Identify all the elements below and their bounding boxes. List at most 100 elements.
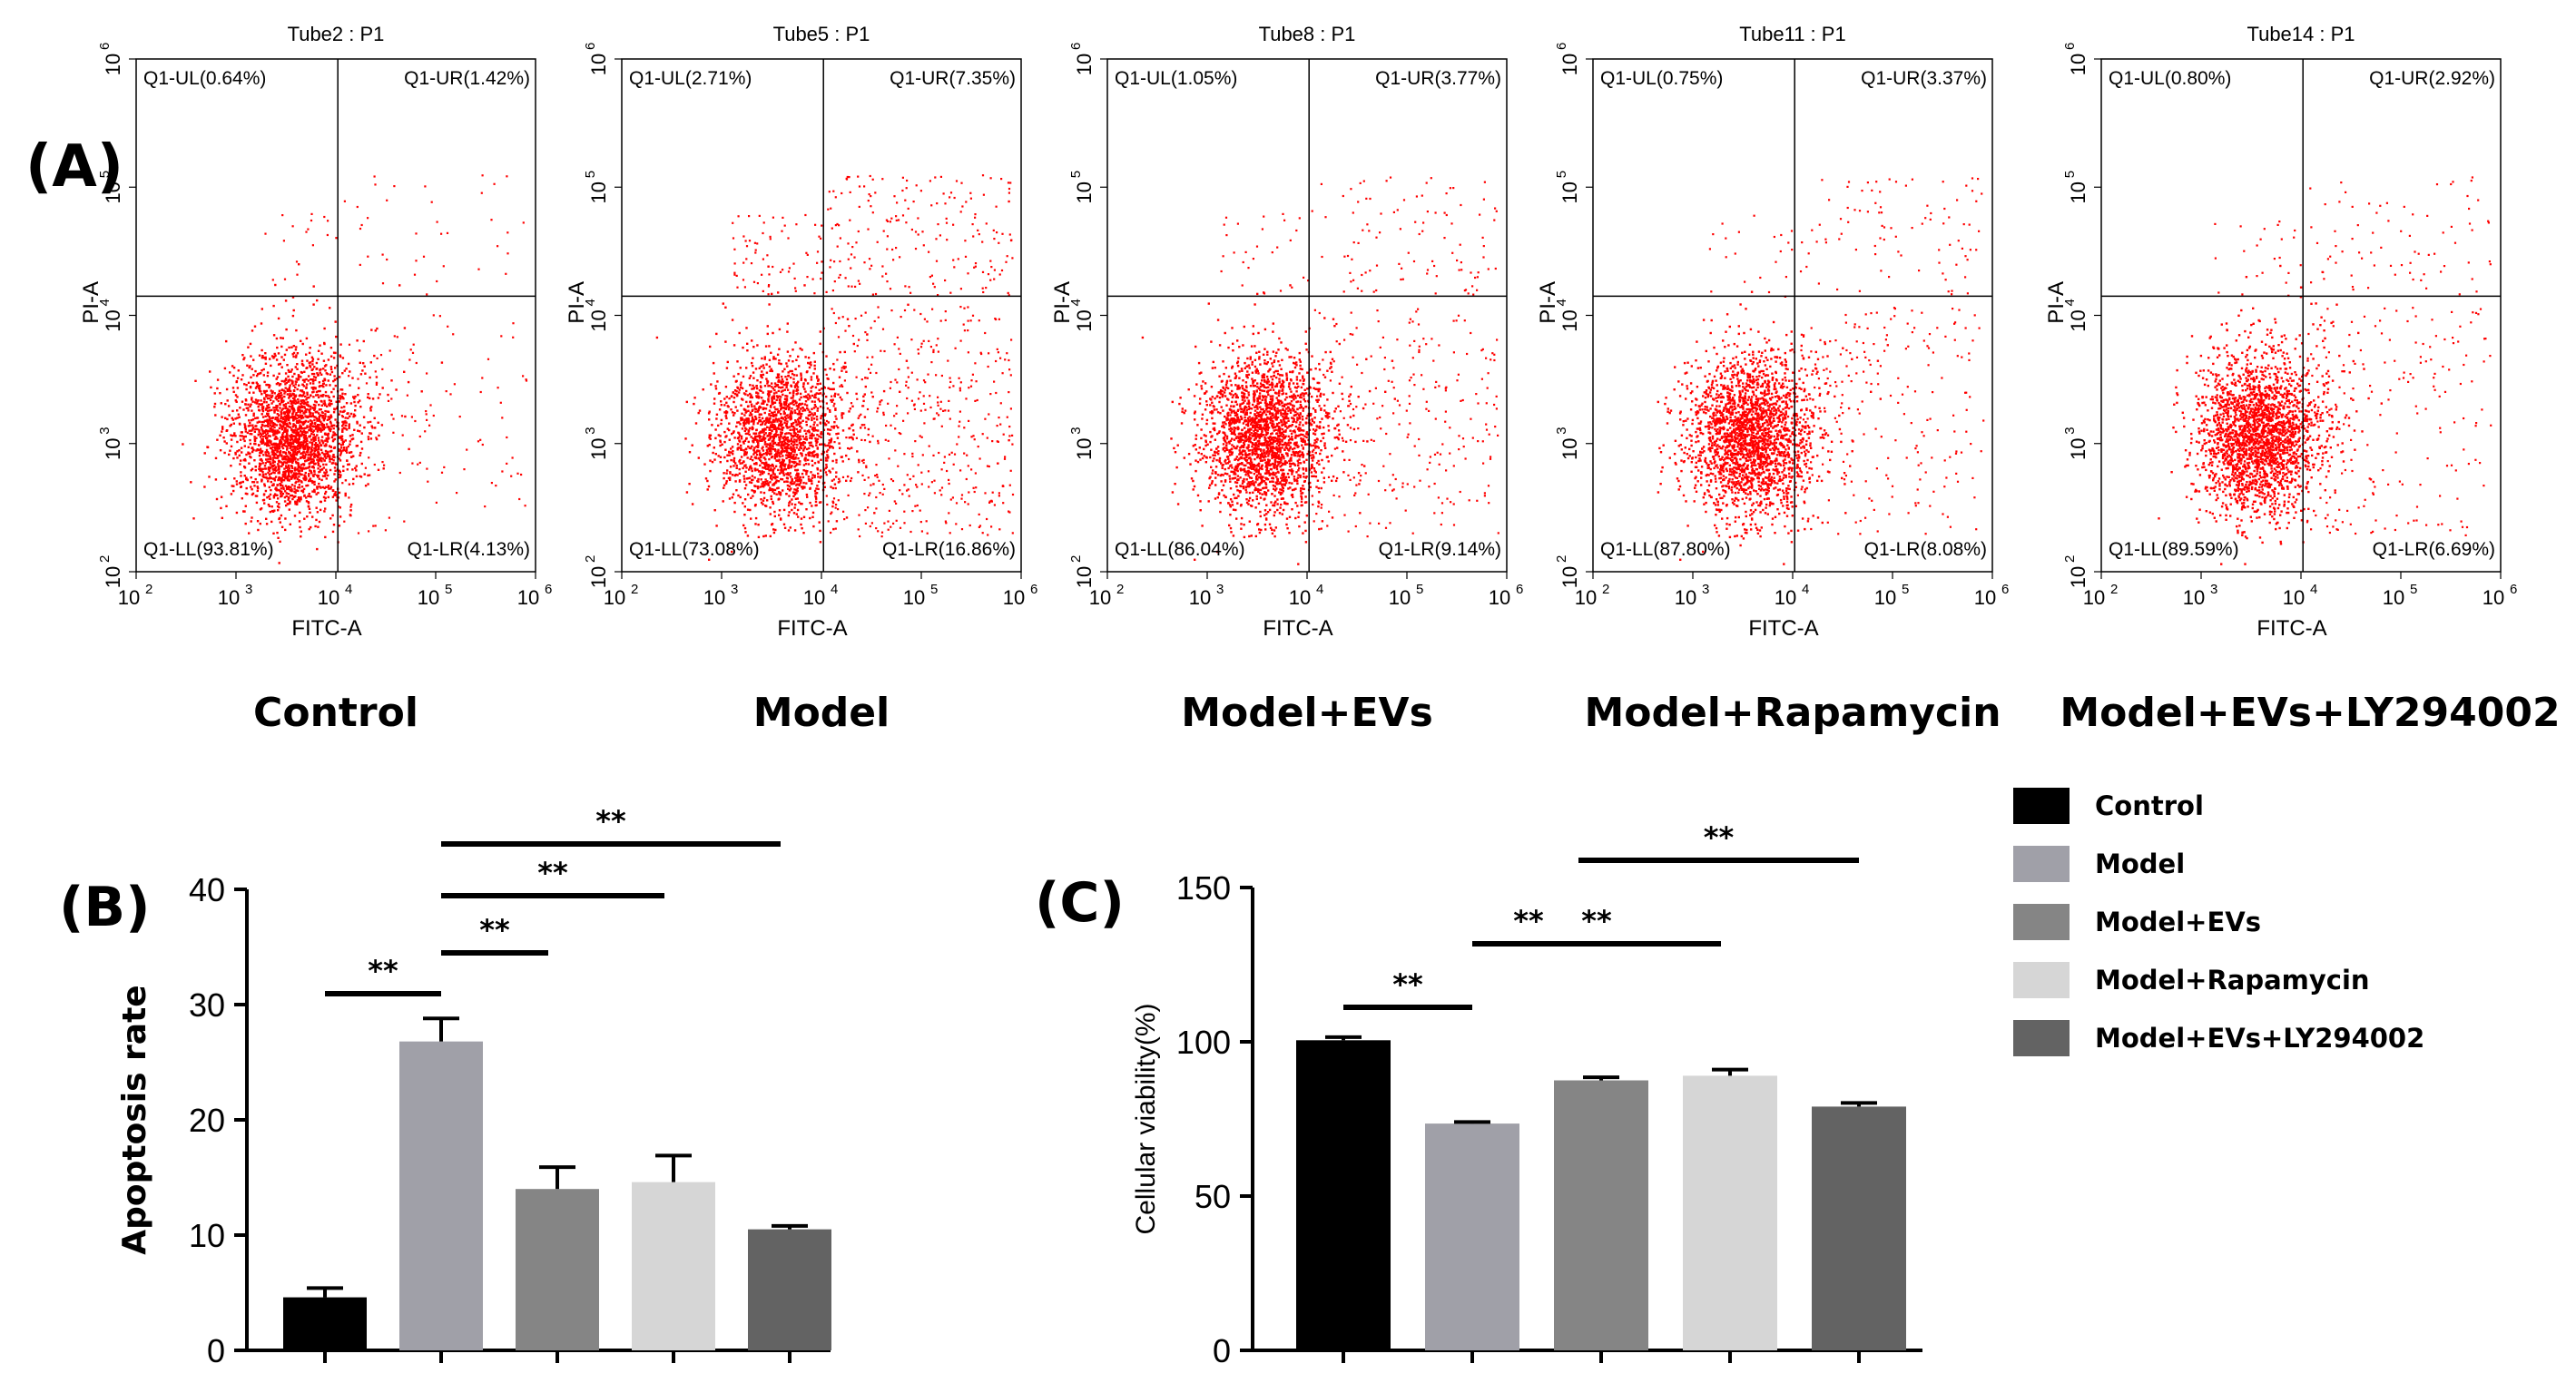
y-tick-exp: 2 [97,555,113,563]
y-tick-label: 10 [1073,438,1096,460]
y-tick-label: 10 [2067,566,2089,588]
y-tick-exp: 5 [2062,171,2078,178]
x-tick-exp: 4 [2310,582,2317,597]
x-tick-exp: 4 [1802,582,1809,597]
y-tick-label-group: 10 3 [583,427,610,460]
y-tick-exp: 6 [1554,43,1569,50]
y-tick-label: 10 [189,1217,225,1254]
quadrant-ll-label: Q1-LL(87.80%) [1600,539,1731,560]
bar-2 [399,1041,483,1350]
bar-3 [516,1189,599,1350]
y-axis-label: PI-A [565,281,589,324]
y-tick-label: 30 [189,986,225,1024]
panel-label-c: (C) [1035,871,1125,935]
x-tick-label: 10 [1389,586,1411,609]
y-tick-label: 10 [587,181,610,203]
x-tick-label: 10 [1289,586,1311,609]
group-label-2: Model [753,690,890,736]
group-label-1: Control [253,690,418,736]
y-tick-exp: 5 [1554,171,1569,178]
x-tick-exp: 4 [831,582,838,597]
quadrant-ul-label: Q1-UL(0.64%) [143,68,266,89]
x-tick-exp: 2 [1602,582,1609,597]
x-tick-label: 10 [218,586,240,609]
y-tick-label-group: 105 [583,171,610,204]
x-tick-label: 10 [1874,586,1896,609]
quadrant-ll-label: Q1-LL(93.81%) [143,539,274,560]
y-tick-label: 50 [1195,1178,1231,1215]
y-tick-exp: 4 [97,299,113,306]
y-tick-exp: 2 [2062,555,2078,563]
y-tick-label-group: 104 [2062,299,2089,332]
y-tick-label-group: 102 [1554,555,1581,589]
panel-label-b: (B) [59,876,151,939]
y-tick-label-group: 10 6 [1068,43,1096,76]
y-tick-label: 10 [102,438,124,460]
y-tick-label-group: 102 [583,555,610,589]
y-tick-label: 10 [2067,54,2089,75]
y-tick-label: 10 [2067,438,2089,460]
y-tick-exp: 3 [583,427,598,434]
quadrant-ul-label: Q1-UL(0.80%) [2109,68,2231,89]
bar-chart-b: 0 10 20 30 40 Apoptosis rate ** ** ** ** [116,804,831,1369]
legend: Control Model Model+EVs Model+Rapamycin Mode… [2013,788,2424,1056]
x-tick-exp: 2 [631,582,638,597]
flow-dots [2158,176,2492,565]
y-tick-label: 10 [2067,181,2089,203]
flow-plot-4: Tube11 : P1 Q1-UL(0.75%) Q1-UR(3.37%) Q1-LL… [1536,23,2009,641]
y-tick-exp: 5 [97,171,113,178]
y-tick-label-group: 10 6 [2062,43,2089,76]
x-tick-label: 10 [1675,586,1696,609]
y-tick-label-group: 102 [1068,555,1096,589]
y-tick-label-group: 10 3 [97,427,124,460]
y-tick-label-group: 105 [1068,171,1096,204]
y-tick-label: 10 [102,566,124,588]
x-axis-label: FITC-A [2256,616,2326,641]
y-tick-label-group: 10 3 [1068,427,1096,460]
y-tick-exp: 2 [583,555,598,563]
legend-swatch-4 [2013,962,2070,998]
flow-plot-1: Tube2 : P1 Q1-UL(0.64%) Q1-UR(1.42%) Q1-LL(… [79,23,552,641]
quadrant-lr-label: Q1-LR(8.08%) [1864,539,1987,560]
x-tick-exp: 6 [1516,582,1523,597]
x-tick-label: 10 [2083,586,2105,609]
quadrant-ll-label: Q1-LL(89.59%) [2109,539,2239,560]
x-tick-exp: 2 [145,582,152,597]
group-label-4: Model+Rapamycin [1584,690,2001,736]
x-tick-exp: 5 [445,582,452,597]
y-tick-label-group: 105 [97,171,124,204]
y-tick-label: 150 [1176,869,1231,907]
x-tick-label: 10 [1003,586,1025,609]
x-tick-exp: 3 [731,582,738,597]
y-tick-label-group: 104 [1554,299,1581,332]
x-axis-label: FITC-A [1263,616,1332,641]
tube-title: Tube5 : P1 [773,23,870,45]
x-tick-label: 10 [1775,586,1796,609]
y-tick-exp: 4 [2062,299,2078,306]
y-tick-exp: 5 [1068,171,1084,178]
y-axis-label: PI-A [1050,281,1075,324]
y-tick-label-group: 10 3 [2062,427,2089,460]
y-tick-label-group: 104 [97,299,124,332]
bar-2 [1425,1123,1519,1350]
group-label-3: Model+EVs [1181,690,1433,736]
y-tick-label: 10 [1073,309,1096,331]
y-tick-label: 10 [102,181,124,203]
quadrant-lr-label: Q1-LR(9.14%) [1379,539,1501,560]
significance-stars-1: ** [1392,967,1423,1002]
x-tick-label: 10 [1489,586,1510,609]
y-tick-exp: 2 [1554,555,1569,563]
tube-title: Tube14 : P1 [2247,23,2355,45]
legend-swatch-1 [2013,788,2070,824]
y-tick-label-group: 10 6 [97,43,124,76]
y-tick-label-group: 105 [1554,171,1581,204]
quadrant-ll-label: Q1-LL(73.08%) [629,539,760,560]
flow-frame [1592,58,1993,573]
y-tick-exp: 6 [2062,43,2078,50]
quadrant-ur-label: Q1-UR(2.92%) [2369,68,2495,89]
x-tick-exp: 2 [1116,582,1124,597]
bar-4 [632,1182,715,1350]
x-tick-exp: 5 [930,582,938,597]
y-tick-exp: 4 [1068,299,1084,306]
y-tick-label: 10 [1558,438,1581,460]
